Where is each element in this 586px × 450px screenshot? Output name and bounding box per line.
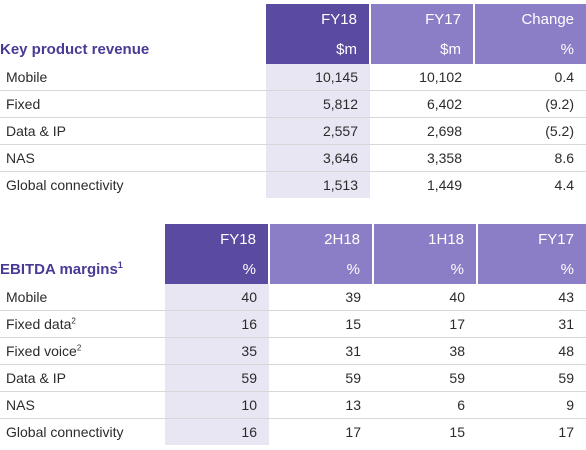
table2-col-fy17-period: FY17 [477, 224, 586, 254]
table2-col-2h18-unit: % [269, 254, 374, 284]
cell-fy18: 3,646 [266, 144, 370, 172]
table2-col-fy18-period: FY18 [165, 224, 270, 254]
table-row: Global connectivity 1,513 1,449 4.4 [0, 171, 586, 198]
cell-change: 0.4 [474, 64, 586, 91]
row-label: Mobile [0, 64, 266, 91]
row-label: Data & IP [0, 117, 266, 145]
cell-fy18: 2,557 [266, 117, 370, 145]
cell-1h18: 17 [373, 310, 477, 338]
cell-fy17: 2,698 [370, 117, 474, 145]
table-row: Fixed 5,812 6,402 (9.2) [0, 90, 586, 118]
row-label: Global connectivity [6, 424, 124, 440]
table1-col-change-period: Change [474, 4, 586, 34]
cell-2h18: 31 [269, 337, 373, 365]
cell-1h18: 38 [373, 337, 477, 365]
cell-fy17: 6,402 [370, 90, 474, 118]
row-label: Global connectivity [6, 177, 124, 193]
table1-col-fy17-unit: $m [370, 34, 475, 64]
table1-col-fy18-period: FY18 [266, 4, 371, 34]
table-row: NAS 10 13 6 9 [0, 391, 586, 419]
footnote-marker: 2 [71, 316, 76, 326]
table-row: Data & IP 59 59 59 59 [0, 364, 586, 392]
table2-period-header-row: FY18 2H18 1H18 FY17 [0, 224, 586, 254]
row-label: NAS [0, 391, 165, 419]
ebitda-margins-table: FY18 2H18 1H18 FY17 EBITDA margins1 % % … [0, 224, 586, 445]
table2-title-text: EBITDA margins [0, 260, 118, 278]
cell-fy17: 3,358 [370, 144, 474, 172]
cell-fy18: 40 [165, 284, 269, 311]
cell-change: (5.2) [474, 117, 586, 145]
cell-fy17: 17 [558, 424, 574, 440]
row-label: NAS [0, 144, 266, 172]
cell-fy17: 59 [477, 364, 586, 392]
cell-fy18: 1,513 [266, 171, 370, 198]
table2-col-2h18-period: 2H18 [269, 224, 374, 254]
table-row: Fixed voice2 35 31 38 48 [0, 337, 586, 365]
table2-unit-header-row: EBITDA margins1 % % % % [0, 254, 586, 284]
table1-col-change-unit: % [474, 34, 586, 64]
cell-fy17: 1,449 [426, 177, 462, 193]
table1-title: Key product revenue [0, 40, 150, 58]
cell-1h18: 15 [449, 424, 465, 440]
table-row: Global connectivity 16 17 15 17 [0, 418, 586, 445]
row-label: Data & IP [0, 364, 165, 392]
table-row: NAS 3,646 3,358 8.6 [0, 144, 586, 172]
table2-col-1h18-period: 1H18 [373, 224, 478, 254]
row-label: Fixed voice2 [0, 337, 165, 365]
row-label: Mobile [0, 284, 165, 311]
cell-fy17: 48 [477, 337, 586, 365]
table1-period-header-row: FY18 FY17 Change [0, 4, 586, 34]
table-row: Fixed data2 16 15 17 31 [0, 310, 586, 338]
cell-fy17: 31 [477, 310, 586, 338]
cell-change: 4.4 [554, 177, 574, 193]
table-row: Mobile 40 39 40 43 [0, 284, 586, 311]
table1-unit-header-row: Key product revenue $m $m % [0, 34, 586, 64]
cell-fy17: 43 [477, 284, 586, 311]
table2-col-1h18-unit: % [373, 254, 478, 284]
cell-fy18: 10 [165, 391, 269, 419]
cell-fy18: 10,145 [266, 64, 370, 91]
table1-col-fy18-unit: $m [266, 34, 371, 64]
cell-2h18: 13 [269, 391, 373, 419]
table-row: Mobile 10,145 10,102 0.4 [0, 64, 586, 91]
table2-col-fy18-unit: % [165, 254, 270, 284]
cell-1h18: 59 [373, 364, 477, 392]
cell-fy18: 5,812 [266, 90, 370, 118]
cell-1h18: 6 [373, 391, 477, 419]
cell-fy18: 35 [165, 337, 269, 365]
cell-fy17: 10,102 [370, 64, 474, 91]
cell-2h18: 39 [269, 284, 373, 311]
row-label: Fixed [0, 90, 266, 118]
cell-fy17: 9 [477, 391, 586, 419]
cell-fy18: 16 [165, 310, 269, 338]
table-row: Data & IP 2,557 2,698 (5.2) [0, 117, 586, 145]
cell-fy18: 59 [165, 364, 269, 392]
key-product-revenue-table: FY18 FY17 Change Key product revenue $m … [0, 4, 586, 198]
table2-col-fy17-unit: % [477, 254, 586, 284]
cell-2h18: 15 [269, 310, 373, 338]
footnote-marker: 1 [117, 259, 123, 270]
cell-2h18: 59 [269, 364, 373, 392]
cell-change: 8.6 [474, 144, 586, 172]
table1-col-fy17-period: FY17 [370, 4, 475, 34]
cell-1h18: 40 [373, 284, 477, 311]
footnote-marker: 2 [76, 343, 82, 353]
row-label: Fixed data2 [0, 310, 165, 338]
cell-change: (9.2) [474, 90, 586, 118]
table2-title: EBITDA margins1 [0, 254, 165, 284]
cell-2h18: 17 [345, 424, 361, 440]
cell-fy18: 16 [165, 418, 269, 445]
